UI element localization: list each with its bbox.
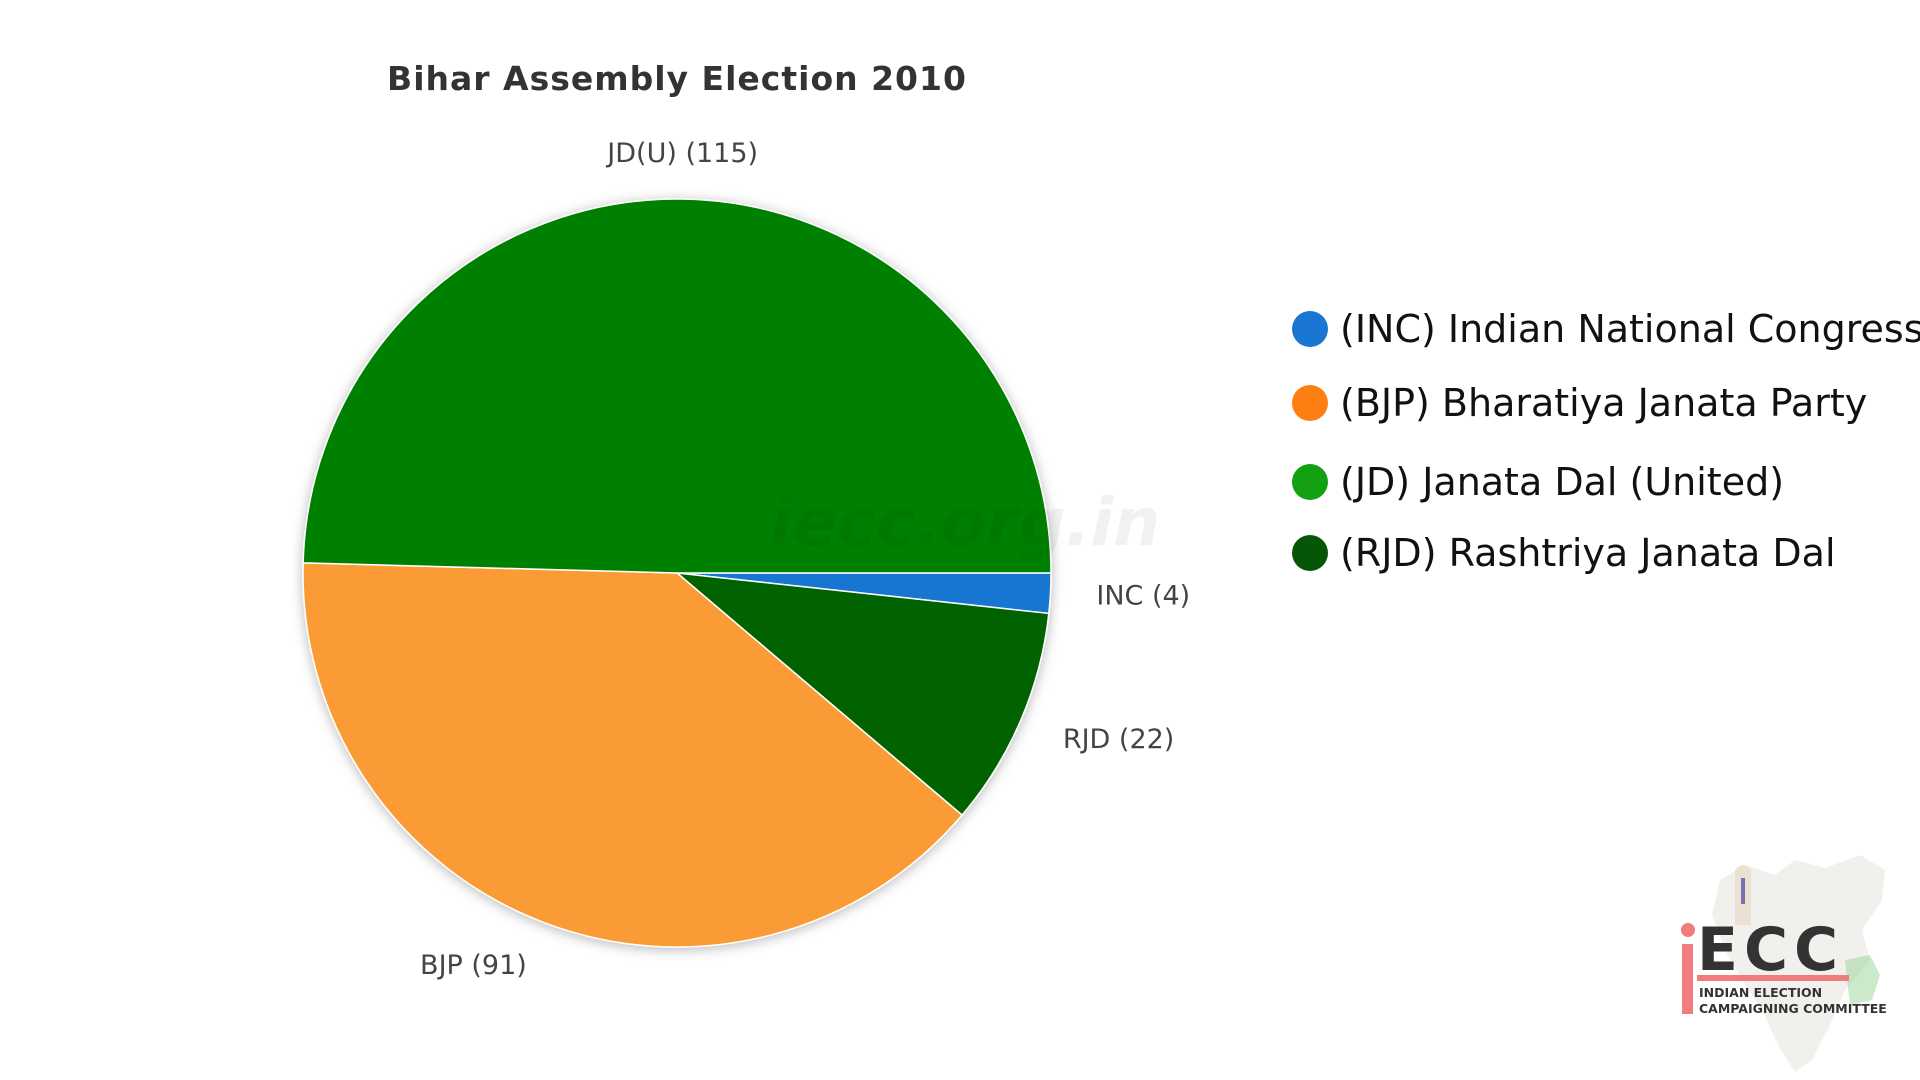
logo-line2: CAMPAIGNING COMMITTEE <box>1699 1001 1887 1016</box>
logo-ink-mark <box>1741 878 1745 904</box>
legend-label: (INC) Indian National Congress <box>1340 307 1920 351</box>
legend-item: (RJD) Rashtriya Janata Dal <box>1292 531 1836 575</box>
pie-slice-rjd <box>674 571 1050 817</box>
slice-labels: INC (4) RJD (22) BJP (91) JD(U) (115) <box>420 138 1190 981</box>
legend-marker <box>1292 311 1328 347</box>
legend-item: (JD) Janata Dal (United) <box>1292 460 1784 504</box>
legend: (INC) Indian National Congress (BJP) Bhar… <box>1292 307 1920 575</box>
legend-item: (BJP) Bharatiya Janata Party <box>1292 381 1867 425</box>
slice-label-rjd: RJD (22) <box>1063 724 1175 755</box>
pie-slice-jdu <box>302 198 1052 574</box>
legend-label: (RJD) Rashtriya Janata Dal <box>1340 531 1836 575</box>
slice-label-inc: INC (4) <box>1096 581 1190 612</box>
slice-label-bjp: BJP (91) <box>420 950 527 981</box>
watermark: iecc.org.in <box>770 484 1161 561</box>
logo-line1: INDIAN ELECTION <box>1699 985 1822 1000</box>
pie-slice-bjp <box>302 562 964 948</box>
chart-title: Bihar Assembly Election 2010 <box>387 59 967 98</box>
logo-i-dot <box>1681 923 1695 937</box>
logo-underline <box>1697 975 1849 981</box>
legend-marker <box>1292 535 1328 571</box>
legend-marker <box>1292 385 1328 421</box>
logo-map-green <box>1845 955 1880 1005</box>
logo-i-stem <box>1682 944 1693 1014</box>
legend-item: (INC) Indian National Congress <box>1292 307 1920 351</box>
iecc-logo: ECC INDIAN ELECTION CAMPAIGNING COMMITTE… <box>1681 855 1887 1072</box>
logo-letters: ECC <box>1697 915 1844 985</box>
legend-label: (BJP) Bharatiya Janata Party <box>1340 381 1867 425</box>
logo-map-shape <box>1712 855 1885 1072</box>
legend-marker <box>1292 464 1328 500</box>
slice-label-jdu: JD(U) (115) <box>605 138 758 169</box>
pie-slices <box>302 198 1052 948</box>
legend-label: (JD) Janata Dal (United) <box>1340 460 1784 504</box>
